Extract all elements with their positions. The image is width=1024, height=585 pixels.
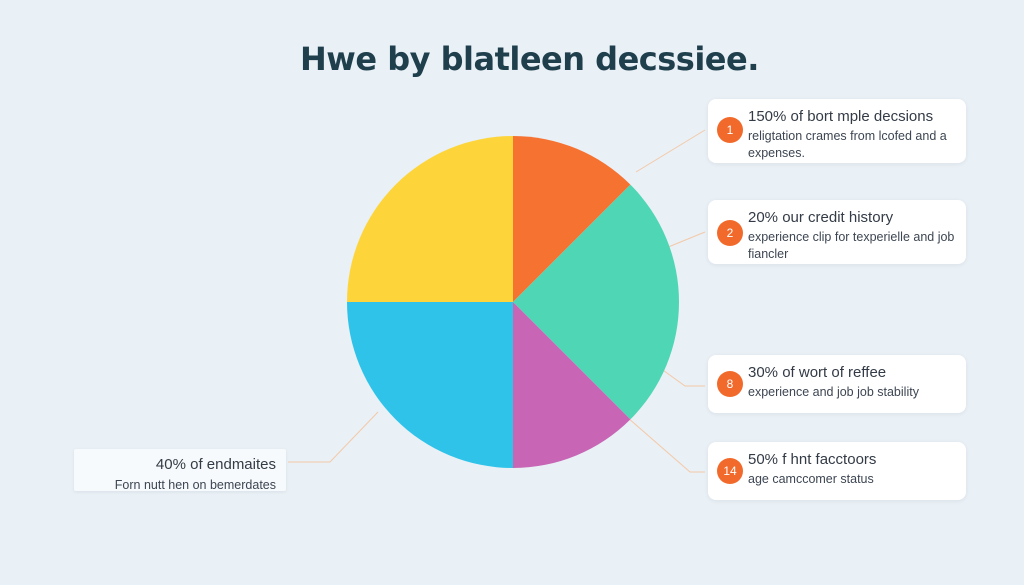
callout-2: 2 20% our credit history experience clip… [708,200,966,264]
callout-left-title: 40% of endmaites [155,456,276,473]
callout-4-badge: 14 [717,458,743,484]
callout-2-badge: 2 [717,220,743,246]
callout-4-text: age camccomer status [748,472,874,486]
callout-1-title: 150% of bort mple decsions [748,108,934,125]
pie-slice-5 [347,136,513,302]
pie-slice-4 [347,302,513,468]
leader-line-3 [659,367,705,387]
callout-1-text: religtation crames from lcofed and a exp… [748,129,947,160]
callout-left-text: Forn nutt hen on bemerdates [114,478,276,492]
callout-2-title: 20% our credit history [748,209,894,226]
callout-1-badge: 1 [717,117,743,143]
pie-slice-2 [513,184,680,420]
callout-3: 8 30% of wort of reffee experience and j… [708,355,966,413]
leader-line-1 [635,129,706,173]
callout-3-text: experience and job job stability [748,385,919,399]
leader-line-5 [288,411,379,463]
leader-line-4 [627,417,705,473]
callout-3-badge: 8 [717,371,743,397]
callout-3-title: 30% of wort of reffee [748,364,887,381]
callout-2-text: experience clip for texperielle and job … [748,230,955,261]
pie-slice-3 [513,302,631,468]
callout-4: 14 50% f hnt facctoors age camccomer sta… [708,442,966,500]
callout-1: 1 150% of bort mple decsions religtation… [708,99,966,163]
page-title: Hwe by blatleen decssiee. [300,40,759,78]
callout-left: 40% of endmaites Forn nutt hen on bemerd… [74,449,286,492]
pie-slice-1 [513,136,631,302]
callout-4-title: 50% f hnt facctoors [748,451,877,468]
pie-slices [347,136,680,468]
